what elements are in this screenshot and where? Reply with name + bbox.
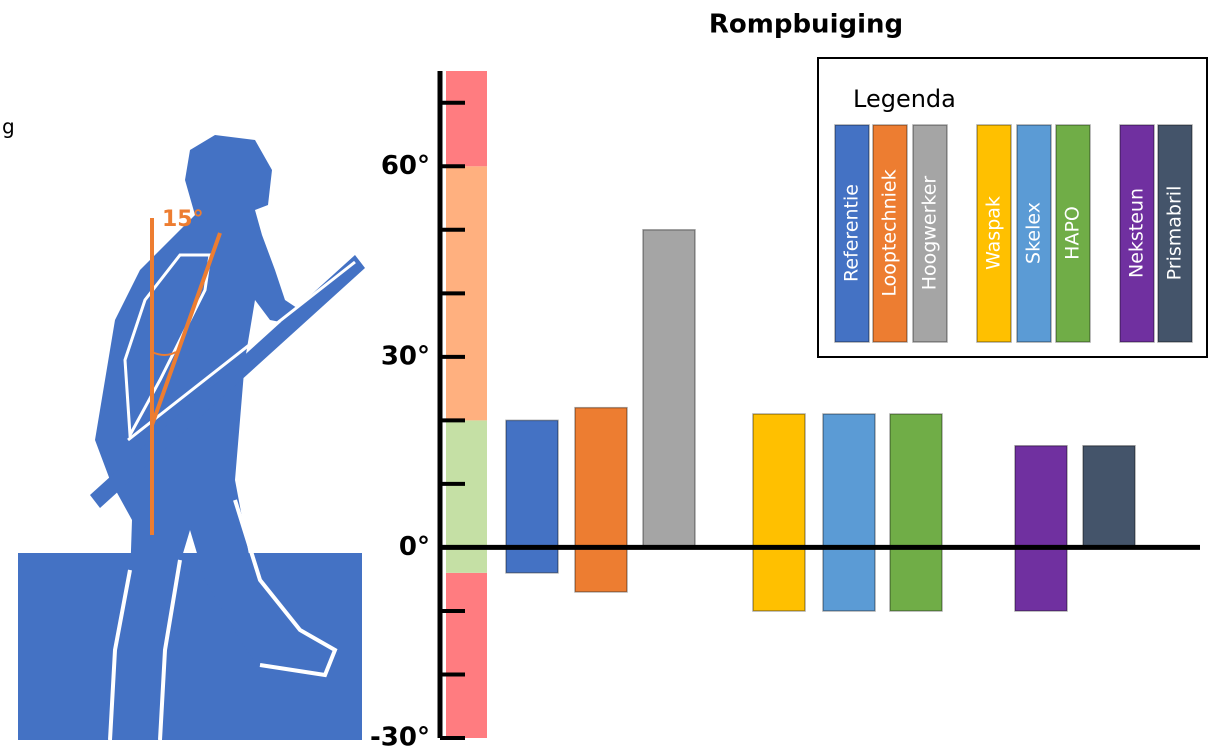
legend-box <box>817 57 1208 358</box>
legend-swatch <box>1157 124 1193 343</box>
chart-title: Rompbuiging <box>709 10 903 40</box>
bar <box>574 406 628 593</box>
zone <box>446 420 487 573</box>
bar <box>505 419 559 574</box>
y-tick-label: 0° <box>399 532 430 562</box>
figure-illustration: 15° g <box>2 115 365 741</box>
legend-label: Waspak <box>983 196 1005 270</box>
legend-title: Legenda <box>853 85 956 113</box>
legend-label: Referentie <box>841 184 863 282</box>
legend-label: Hoogwerker <box>919 176 941 291</box>
y-tick-label: -30° <box>370 723 430 753</box>
y-tick-label: 60° <box>381 151 430 181</box>
zone <box>446 71 487 167</box>
bar <box>642 229 696 549</box>
bar <box>1014 445 1068 612</box>
legend-swatch <box>1016 124 1052 343</box>
legend-label: Prismabril <box>1164 186 1186 281</box>
angle-arc <box>151 351 177 356</box>
y-tick-label: 30° <box>381 341 430 371</box>
legend-swatch <box>912 124 948 343</box>
bar <box>822 413 876 612</box>
clipped-text: g <box>2 115 15 139</box>
legend-label: HAPO <box>1062 206 1084 260</box>
leg-outline <box>108 499 338 741</box>
bar <box>752 413 806 612</box>
angle-label: 15° <box>162 207 204 232</box>
legend-swatch <box>872 124 908 343</box>
legend-swatch <box>1055 124 1091 343</box>
legend-label: Looptechniek <box>879 169 901 296</box>
legend-label: Skelex <box>1023 202 1045 264</box>
legend-swatch <box>834 124 870 343</box>
bar <box>1082 445 1136 549</box>
legend-swatch <box>976 124 1012 343</box>
legend-swatch <box>1119 124 1155 343</box>
bar <box>889 413 943 612</box>
board <box>90 255 365 508</box>
trunk-line <box>150 232 222 426</box>
legend-label: Neksteun <box>1126 188 1148 278</box>
zone <box>446 572 487 738</box>
vest-outline <box>123 253 212 441</box>
